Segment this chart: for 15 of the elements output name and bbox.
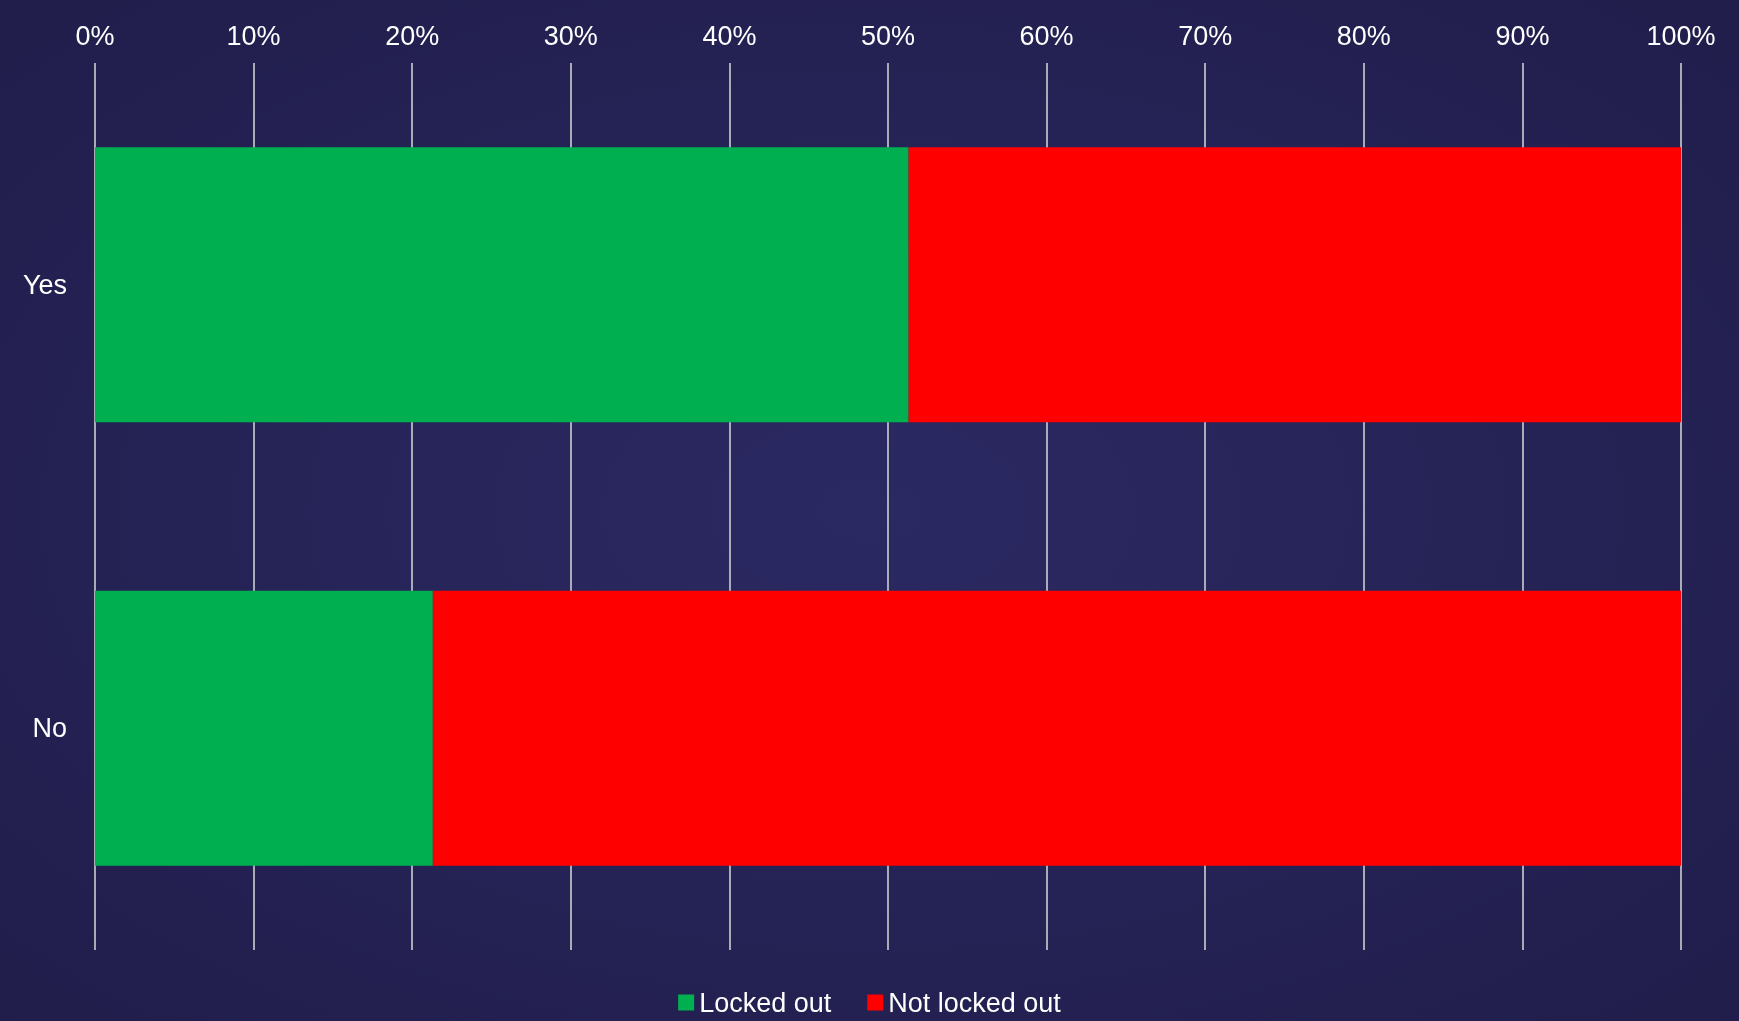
x-tick-label: 10%: [226, 20, 281, 51]
x-tick-label: 40%: [702, 20, 757, 51]
y-tick-label: No: [32, 713, 67, 744]
x-tick-label: 0%: [75, 20, 115, 51]
legend-label: Not locked out: [888, 987, 1062, 1018]
x-tick-label: 90%: [1495, 20, 1550, 51]
legend-label: Locked out: [699, 987, 832, 1018]
x-tick-label: 100%: [1646, 20, 1716, 51]
x-tick-label: 80%: [1336, 20, 1391, 51]
x-tick-label: 50%: [860, 20, 916, 51]
x-tick-label: 70%: [1178, 20, 1233, 51]
x-tick-label: 20%: [385, 20, 440, 51]
x-tick-label: 60%: [1019, 20, 1074, 51]
x-tick-label: 30%: [543, 20, 598, 51]
y-tick-label: Yes: [22, 269, 67, 300]
